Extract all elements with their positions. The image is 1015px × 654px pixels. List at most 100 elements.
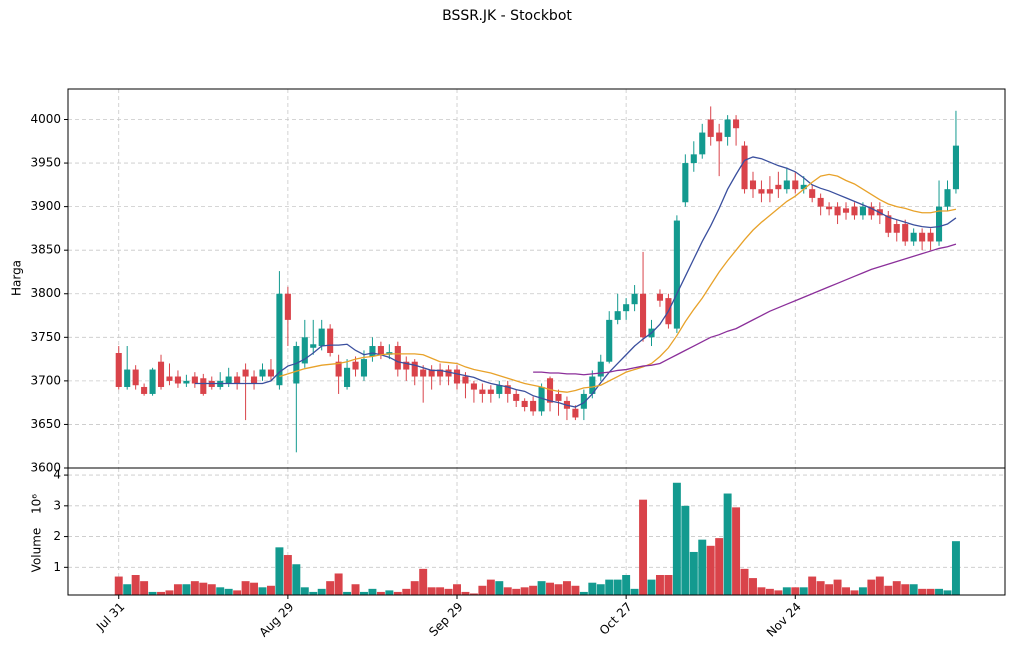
volume-bar: [672, 482, 681, 595]
volume-bar: [469, 593, 478, 595]
volume-bar: [140, 581, 149, 595]
volume-bar: [892, 581, 901, 595]
volume-bar: [825, 584, 834, 595]
candle-body: [673, 220, 680, 329]
volume-bar: [596, 584, 605, 595]
moving-average-line: [533, 243, 957, 376]
volume-bar: [343, 591, 352, 595]
volume-bar: [842, 587, 850, 595]
candle-body: [640, 293, 647, 338]
volume-axes-frame: [67, 467, 1006, 596]
candle-body: [479, 389, 486, 394]
volume-bar: [199, 582, 208, 595]
volume-bar: [453, 584, 461, 595]
y-tick-label: 3700: [30, 373, 61, 387]
volume-bar: [698, 539, 707, 595]
candle-body: [741, 145, 748, 190]
candle-body: [589, 376, 596, 394]
volume-bar: [266, 585, 275, 595]
candle-body: [546, 378, 554, 403]
candle-body: [115, 352, 122, 387]
volume-bar: [588, 582, 597, 595]
x-tick-label: Jul 31: [93, 600, 127, 634]
volume-bar: [681, 505, 690, 595]
candle-body: [902, 224, 909, 242]
candle-body: [690, 154, 697, 164]
candle-body: [859, 206, 866, 216]
volume-bar: [300, 587, 309, 595]
candle-body: [749, 180, 757, 190]
volume-bar: [512, 588, 521, 595]
volume-bar: [165, 590, 174, 595]
candle-body: [910, 232, 917, 242]
y-tick-label: 3650: [30, 417, 61, 431]
volume-bar: [622, 575, 631, 595]
x-tick-label: Sep 29: [426, 600, 465, 639]
volume-bar: [808, 576, 817, 595]
y-tick-label: 3900: [30, 199, 61, 213]
volume-bar: [647, 579, 656, 595]
volume-bar: [114, 576, 123, 595]
volume-bar: [427, 587, 436, 595]
candle-body: [724, 119, 731, 137]
volume-bar: [926, 588, 935, 595]
volume-bar: [190, 581, 199, 595]
candle-body: [631, 293, 638, 305]
candle-body: [191, 376, 198, 384]
volume-bar: [157, 591, 165, 595]
volume-bar: [461, 591, 470, 595]
candle-body: [124, 369, 131, 387]
candle-body: [437, 369, 444, 377]
volume-bar: [317, 588, 326, 595]
volume-bar: [224, 588, 233, 595]
candle-body: [259, 369, 266, 377]
volume-bar: [901, 584, 910, 595]
candle-body: [132, 369, 139, 386]
volume-bar: [173, 584, 182, 595]
candle-body: [504, 385, 511, 394]
volume-bar: [495, 581, 504, 595]
volume-bar: [749, 578, 757, 595]
volume-bar: [740, 568, 749, 595]
volume-bar: [765, 588, 774, 595]
volume-bar: [334, 573, 343, 595]
y-tick-label: 3850: [30, 243, 61, 257]
candle-body: [166, 376, 173, 381]
volume-bar: [368, 588, 377, 595]
volume-bar: [275, 547, 284, 595]
volume-bar: [292, 564, 301, 595]
candle-body: [935, 206, 943, 242]
volume-bar: [393, 591, 402, 595]
candle-body: [453, 369, 461, 384]
volume-bar: [241, 581, 250, 595]
candle-body: [394, 346, 401, 370]
candle-body: [716, 132, 723, 142]
candle-body: [538, 386, 545, 412]
price-axes-frame: [67, 88, 1006, 469]
candle-body: [792, 180, 799, 190]
candle-body: [360, 359, 368, 377]
candle-body: [817, 197, 824, 207]
volume-bar: [867, 579, 876, 595]
volume-bar: [723, 493, 732, 595]
volume-bar: [360, 591, 368, 595]
candle-body: [851, 206, 858, 216]
volume-bar: [326, 581, 335, 595]
candle-body: [834, 206, 841, 216]
candle-body: [919, 232, 926, 242]
volume-bar: [791, 587, 800, 595]
volume-bar: [546, 582, 555, 595]
volume-bar: [309, 591, 318, 595]
volume-bar: [478, 585, 487, 595]
volume-bar: [148, 591, 157, 595]
candle-body: [580, 393, 587, 409]
candle-body: [411, 361, 418, 377]
moving-average-line: [279, 173, 957, 393]
volume-bar: [935, 588, 944, 595]
volume-bar: [613, 579, 622, 595]
candle-body: [766, 189, 773, 194]
candle-body: [352, 361, 359, 370]
candle-body: [225, 376, 232, 384]
candle-body: [809, 189, 816, 198]
candle-body: [868, 206, 875, 216]
